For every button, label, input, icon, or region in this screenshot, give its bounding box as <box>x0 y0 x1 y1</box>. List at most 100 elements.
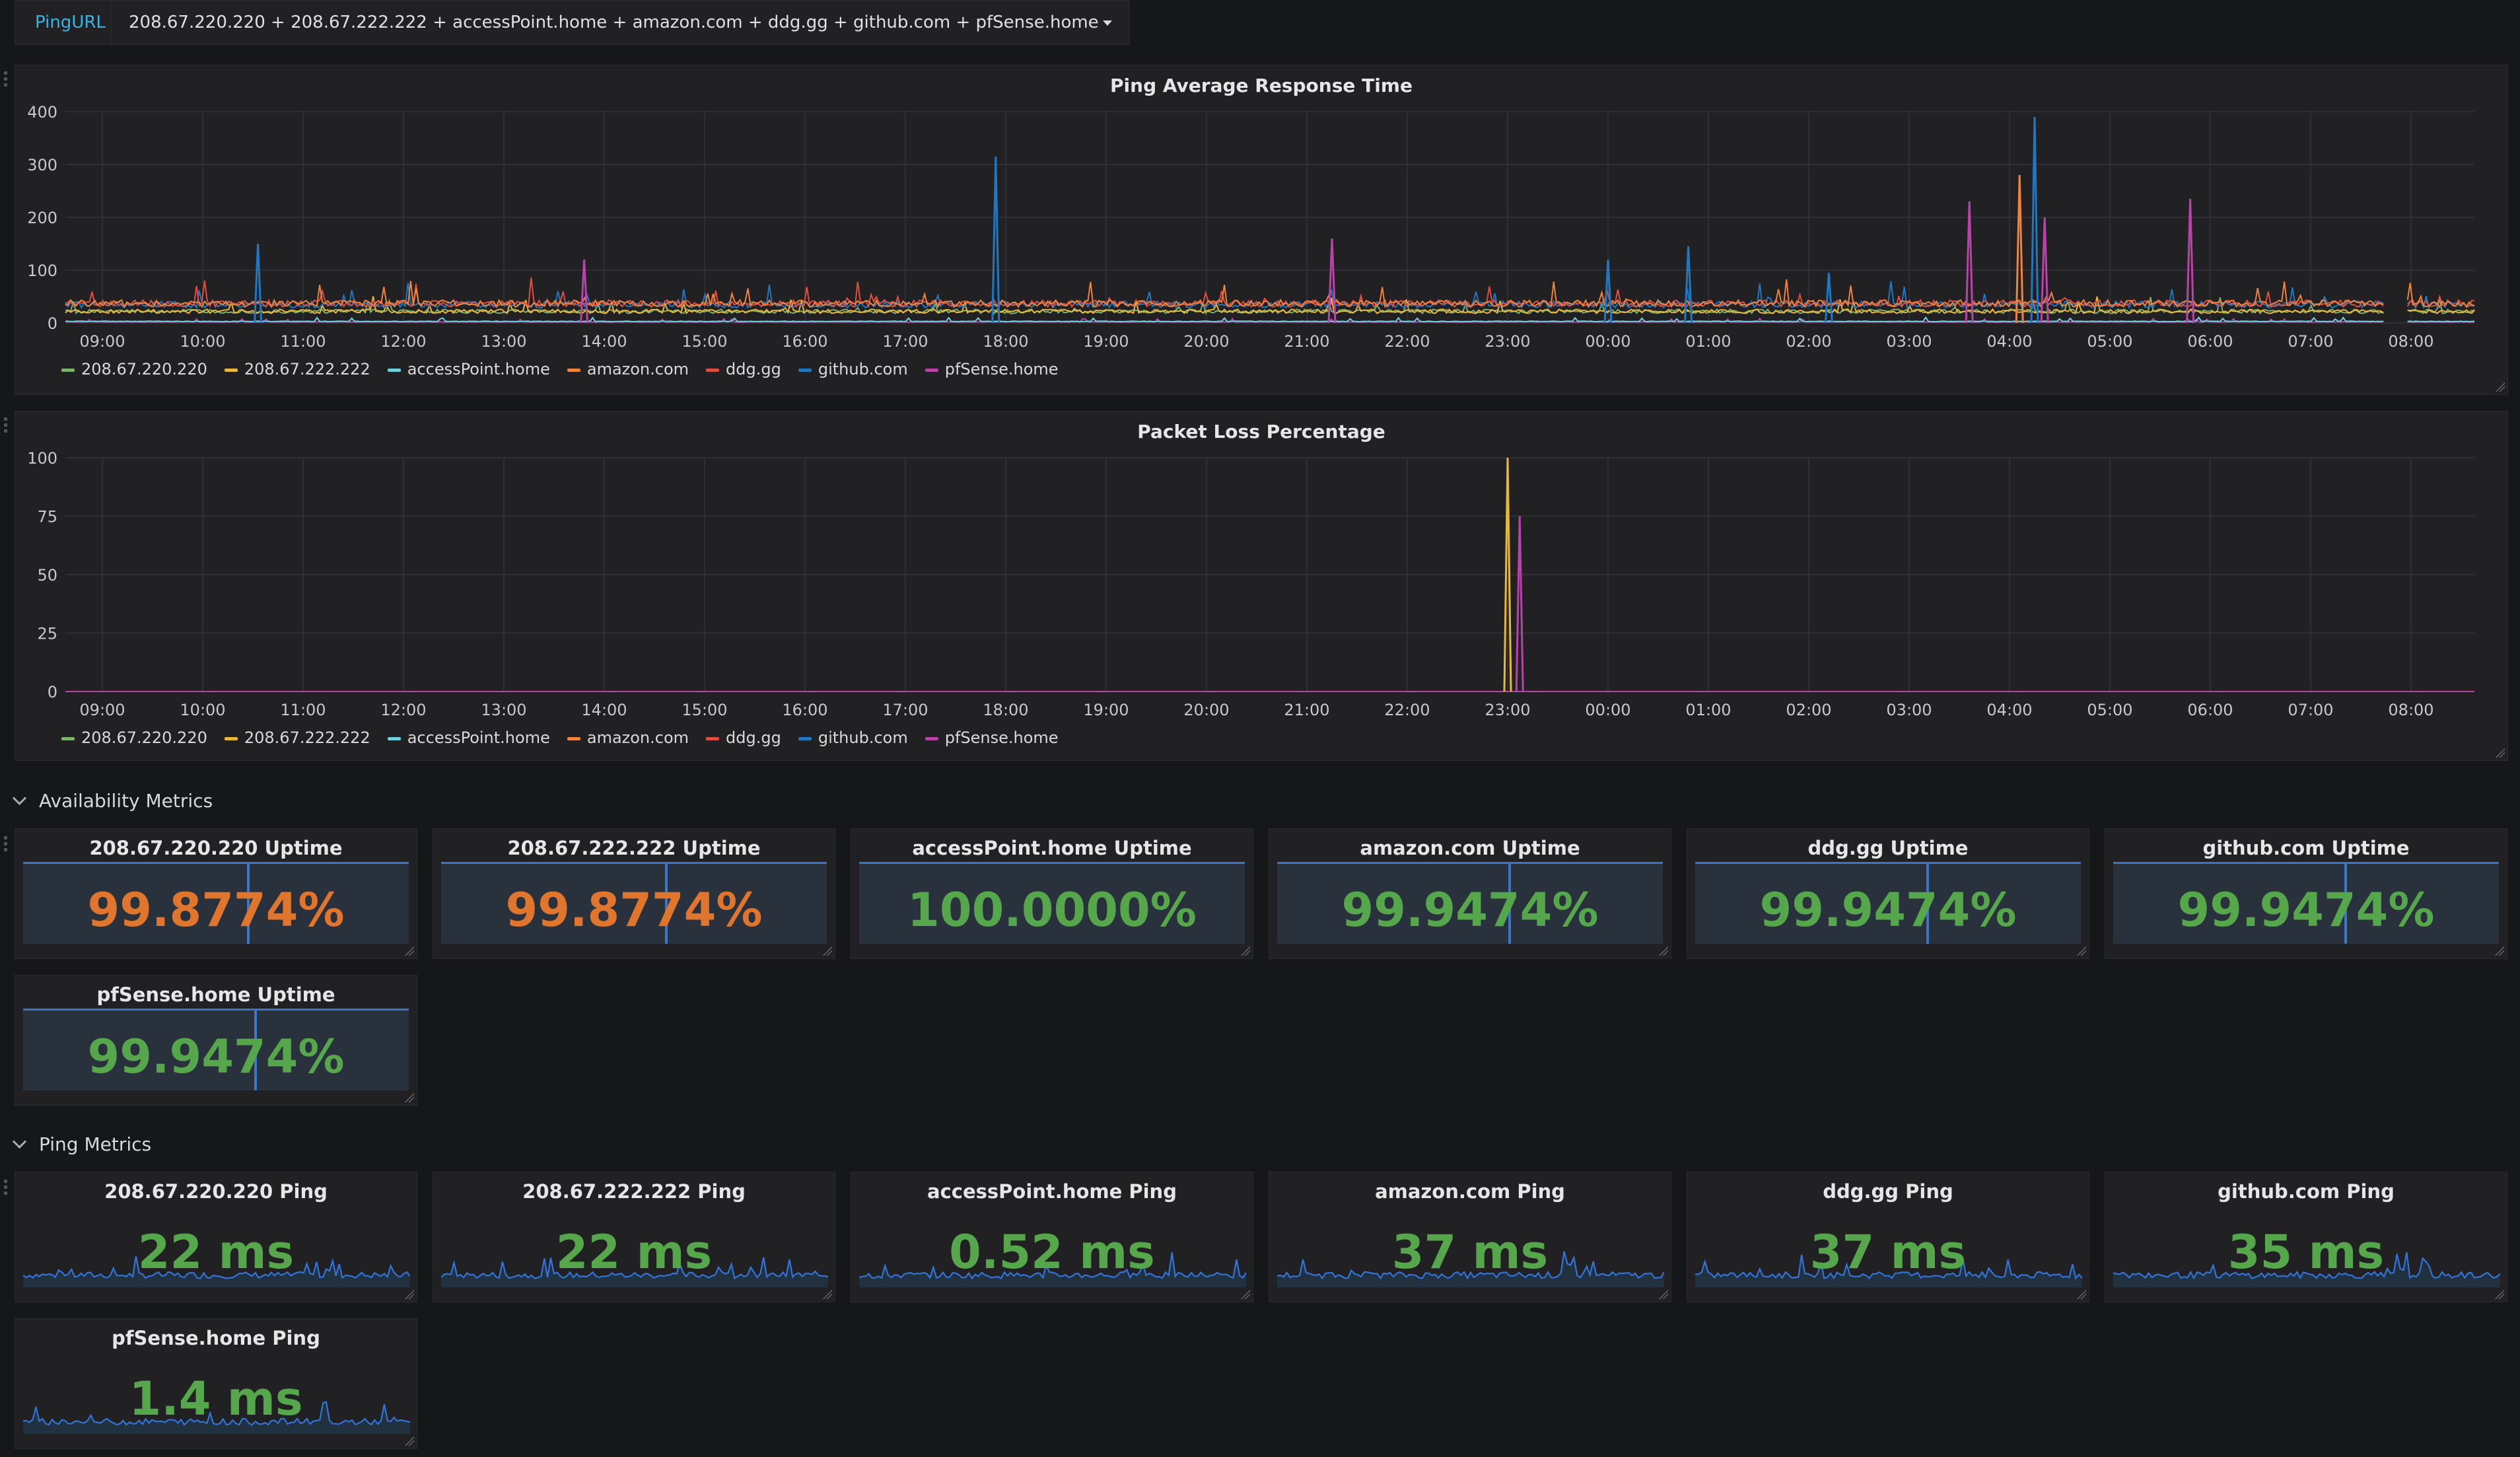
pingurl-variable-dropdown[interactable]: 208.67.220.220 + 208.67.222.222 + access… <box>111 0 1130 45</box>
packet-loss-percentage-panel[interactable]: Packet Loss Percentage 0 25 50 75 100 09:00 10… <box>15 411 2508 761</box>
resize-handle-icon[interactable] <box>2494 945 2504 956</box>
drag-handle-icon[interactable] <box>4 836 11 853</box>
uptime-marker <box>664 864 668 944</box>
x-tick-label: 22:00 <box>1384 332 1430 351</box>
spike-mark <box>2040 217 2049 324</box>
legend-label: 208.67.220.220 <box>81 728 207 747</box>
row-title: Ping Metrics <box>39 1133 152 1155</box>
legend-item[interactable]: ddg.gg <box>706 728 781 747</box>
packet-loss-chart[interactable]: 0 25 50 75 100 09:00 10:00 11:00 12:00 13:00 14:00… <box>15 411 2509 722</box>
uptime-value: 99.8774% <box>505 883 763 937</box>
legend-item[interactable]: 208.67.220.220 <box>61 728 207 747</box>
uptime-stat-panel[interactable]: accessPoint.home Uptime 100.0000% <box>851 828 1253 959</box>
resize-handle-icon[interactable] <box>1240 1289 1250 1299</box>
legend-item[interactable]: amazon.com <box>567 360 689 378</box>
resize-handle-icon[interactable] <box>2076 945 2086 956</box>
resize-handle-icon[interactable] <box>2076 1289 2086 1299</box>
legend-label: amazon.com <box>586 728 689 747</box>
x-tick-label: 07:00 <box>2288 701 2333 719</box>
legend-item[interactable]: amazon.com <box>567 728 689 747</box>
drag-handle-icon[interactable] <box>4 71 11 89</box>
legend-item[interactable]: github.com <box>798 360 908 378</box>
panel-title: github.com Uptime <box>2202 837 2410 859</box>
x-tick-label: 15:00 <box>682 332 727 351</box>
x-tick-label: 04:00 <box>1986 332 2032 351</box>
uptime-marker <box>246 864 250 944</box>
ping-stat-panel[interactable]: github.com Ping 35 ms <box>2105 1172 2507 1302</box>
ping-response-chart[interactable]: 0 100 200 300 400 09:00 10:00 11:00 12:00 13:00 14… <box>15 65 2509 356</box>
resize-handle-icon[interactable] <box>403 1289 414 1299</box>
resize-handle-icon[interactable] <box>2494 747 2505 758</box>
legend-label: ddg.gg <box>726 360 781 378</box>
resize-handle-icon[interactable] <box>822 1289 832 1299</box>
resize-handle-icon[interactable] <box>822 945 832 956</box>
resize-handle-icon[interactable] <box>2494 1289 2504 1299</box>
uptime-stat-panel[interactable]: 208.67.222.222 Uptime 99.8774% <box>433 828 835 959</box>
legend-swatch <box>224 736 238 740</box>
legend-label: github.com <box>818 728 908 747</box>
y-tick-label: 100 <box>27 262 57 280</box>
legend-item[interactable]: 208.67.222.222 <box>224 360 370 378</box>
ping-average-response-time-panel[interactable]: Ping Average Response Time 0 100 200 300 400… <box>15 65 2508 395</box>
ping-stat-panel[interactable]: pfSense.home Ping 1.4 ms <box>15 1318 417 1449</box>
uptime-gauge-bar <box>1695 862 2081 944</box>
uptime-value: 100.0000% <box>907 883 1197 937</box>
uptime-stat-panel[interactable]: pfSense.home Uptime 99.9474% <box>15 975 417 1106</box>
x-tick-label: 12:00 <box>380 332 426 351</box>
ping-value: 37 ms <box>1391 1225 1549 1279</box>
legend-label: accessPoint.home <box>407 360 550 378</box>
spike-mark <box>1515 516 1524 692</box>
ping-stat-panel[interactable]: accessPoint.home Ping 0.52 ms <box>851 1172 1253 1302</box>
caret-down-icon <box>1102 20 1112 26</box>
legend-item[interactable]: github.com <box>798 728 908 747</box>
x-tick-label: 03:00 <box>1886 332 1932 351</box>
uptime-gauge-bar <box>441 862 827 944</box>
legend-item[interactable]: pfSense.home <box>925 360 1059 378</box>
uptime-stat-panel[interactable]: github.com Uptime 99.9474% <box>2105 828 2507 959</box>
ping-stat-panel[interactable]: 208.67.222.222 Ping 22 ms <box>433 1172 835 1302</box>
ping-stat-panel[interactable]: ddg.gg Ping 37 ms <box>1687 1172 2089 1302</box>
spike-mark <box>2015 174 2024 324</box>
spike-mark <box>254 243 263 324</box>
legend-item[interactable]: accessPoint.home <box>387 360 550 378</box>
legend-swatch <box>798 736 812 740</box>
ping-stat-panel[interactable]: 208.67.220.220 Ping 22 ms <box>15 1172 417 1302</box>
chart-legend: 208.67.220.220 208.67.222.222 accessPoint.… <box>61 360 1076 378</box>
legend-label: github.com <box>818 360 908 378</box>
resize-handle-icon[interactable] <box>1240 945 1250 956</box>
legend-item[interactable]: ddg.gg <box>706 360 781 378</box>
resize-handle-icon[interactable] <box>1658 1289 1668 1299</box>
panel-title: github.com Ping <box>2218 1180 2395 1203</box>
x-tick-label: 20:00 <box>1183 701 1229 719</box>
row-availability-metrics[interactable]: Availability Metrics <box>12 790 213 812</box>
uptime-stat-panel[interactable]: amazon.com Uptime 99.9474% <box>1269 828 1671 959</box>
drag-handle-icon[interactable] <box>4 417 11 435</box>
uptime-stat-panel[interactable]: ddg.gg Uptime 99.9474% <box>1687 828 2089 959</box>
x-tick-label: 16:00 <box>782 332 827 351</box>
resize-handle-icon[interactable] <box>403 945 414 956</box>
x-tick-label: 08:00 <box>2388 701 2433 719</box>
resize-handle-icon[interactable] <box>403 1092 414 1102</box>
uptime-stat-panel[interactable]: 208.67.220.220 Uptime 99.8774% <box>15 828 417 959</box>
x-tick-label: 01:00 <box>1685 701 1731 719</box>
drag-handle-icon[interactable] <box>4 1180 11 1197</box>
uptime-marker <box>254 1011 258 1090</box>
legend-item[interactable]: accessPoint.home <box>387 728 550 747</box>
ping-sparkline <box>859 1252 1246 1287</box>
legend-swatch <box>567 736 580 740</box>
legend-swatch <box>61 368 75 372</box>
legend-item[interactable]: 208.67.222.222 <box>224 728 370 747</box>
legend-label: 208.67.222.222 <box>244 360 370 378</box>
legend-label: 208.67.222.222 <box>244 728 370 747</box>
resize-handle-icon[interactable] <box>403 1435 414 1446</box>
resize-handle-icon[interactable] <box>2494 381 2505 392</box>
row-ping-metrics[interactable]: Ping Metrics <box>12 1133 152 1155</box>
chevron-down-icon <box>12 1134 27 1149</box>
spike-mark <box>1684 246 1693 324</box>
ping-stat-panel[interactable]: amazon.com Ping 37 ms <box>1269 1172 1671 1302</box>
legend-item[interactable]: pfSense.home <box>925 728 1059 747</box>
legend-item[interactable]: 208.67.220.220 <box>61 360 207 378</box>
chart-legend: 208.67.220.220 208.67.222.222 accessPoint.… <box>61 728 1076 747</box>
resize-handle-icon[interactable] <box>1658 945 1668 956</box>
x-tick-label: 22:00 <box>1384 701 1430 719</box>
